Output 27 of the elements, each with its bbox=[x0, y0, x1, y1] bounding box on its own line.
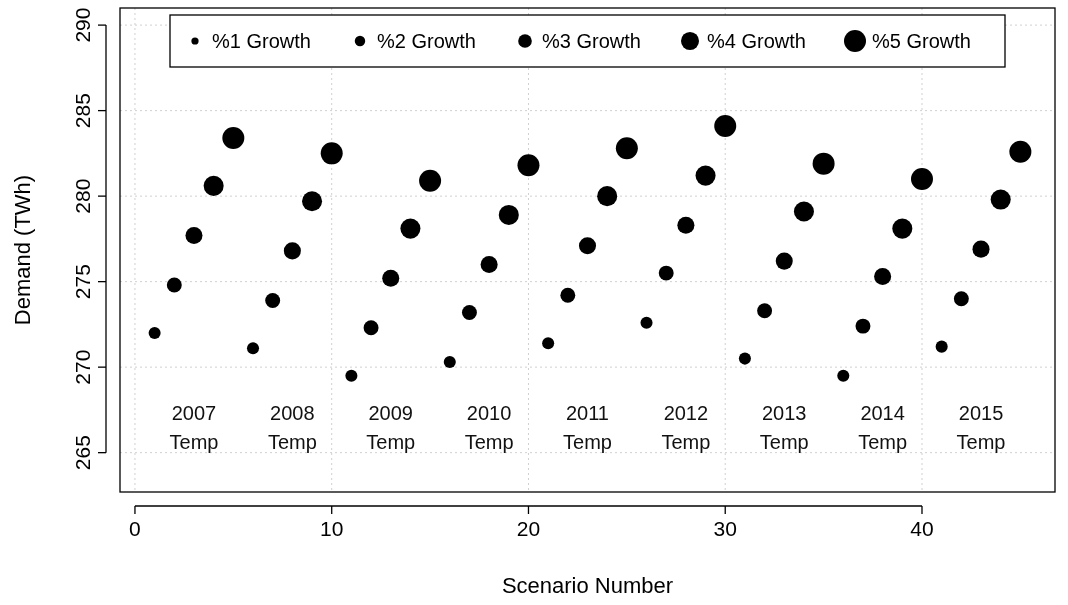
annotation: 2007 Temp bbox=[169, 402, 219, 453]
legend-label: %3 Growth bbox=[542, 30, 641, 52]
annotation: 2015 Temp bbox=[956, 402, 1006, 453]
annotation: 2012 Temp bbox=[661, 402, 711, 453]
annotation: 2014 Temp bbox=[858, 402, 908, 453]
x-tick-label: 0 bbox=[129, 517, 141, 540]
x-tick-label: 20 bbox=[516, 517, 541, 540]
y-tick-label: 280 bbox=[71, 178, 94, 214]
annotation: 2010 Temp bbox=[464, 402, 514, 453]
x-tick-label: 10 bbox=[320, 517, 344, 540]
y-axis-title: Demand (TWh) bbox=[10, 174, 35, 326]
annotation: 2008 Temp bbox=[267, 402, 317, 453]
x-tick-label: 40 bbox=[910, 517, 934, 540]
x-tick-label: 30 bbox=[713, 517, 737, 540]
y-tick-label: 290 bbox=[71, 7, 94, 43]
x-axis-title: Scenario Number bbox=[501, 573, 674, 598]
annotation: 2011 Temp bbox=[563, 402, 612, 453]
legend-label: %1 Growth bbox=[212, 30, 311, 52]
y-tick-label: 275 bbox=[71, 264, 94, 300]
legend-label: %5 Growth bbox=[872, 30, 971, 52]
annotation: 2009 Temp bbox=[366, 402, 416, 453]
legend-label: %2 Growth bbox=[377, 30, 476, 52]
y-tick-label: 285 bbox=[71, 93, 94, 129]
legend-label: %4 Growth bbox=[707, 30, 806, 52]
y-tick-label: 265 bbox=[71, 435, 94, 471]
y-tick-label: 270 bbox=[71, 349, 94, 385]
annotation: 2013 Temp bbox=[759, 402, 809, 453]
